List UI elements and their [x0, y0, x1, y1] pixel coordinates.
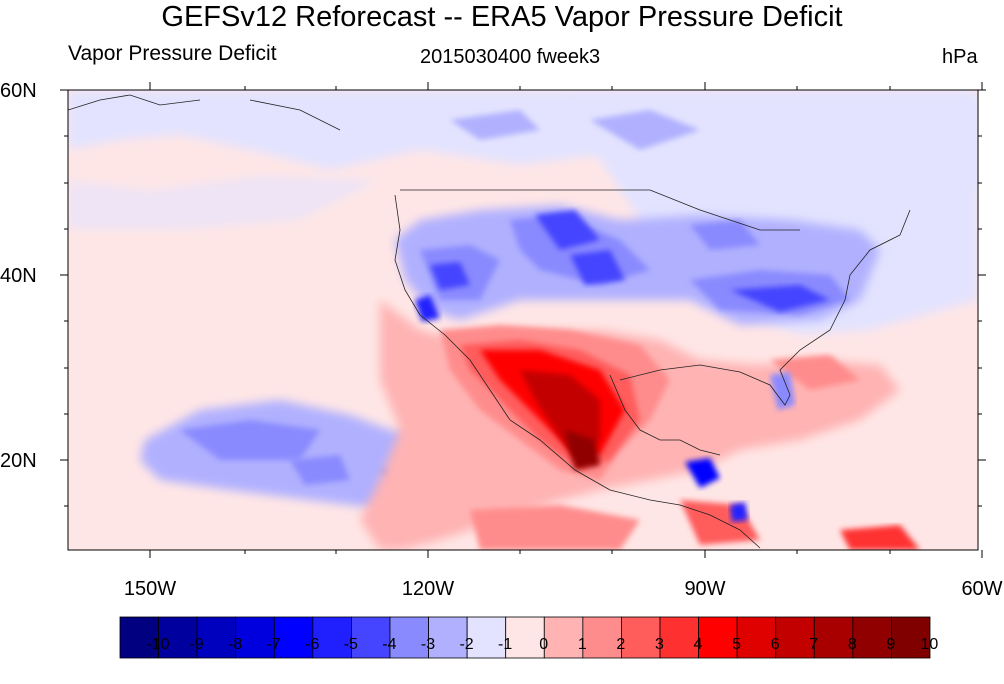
coastlines: [68, 94, 911, 549]
page-title: GEFSv12 Reforecast -- ERA5 Vapor Pressur…: [161, 1, 843, 33]
colorbar-swatch: [813, 616, 854, 659]
colorbar-labels: -10 -9 -8 -7 -6 -5 -4 -3 -2 -1 0 1 2 3 4 5 6 7 8 9 10: [0, 636, 1004, 664]
colorbar-label: -10: [146, 636, 170, 653]
colorbar-label: 9: [886, 636, 896, 653]
colorbar-label: 7: [809, 636, 819, 653]
colorbar-swatch: [351, 616, 391, 659]
colorbar-label: -4: [382, 636, 397, 653]
colorbar-label: 2: [616, 636, 626, 653]
colorbar-swatch: [273, 616, 314, 659]
colorbar-label: -5: [343, 636, 358, 653]
colorbar-label: -3: [420, 636, 436, 653]
colorbar-swatch: [621, 616, 661, 659]
colorbar-label: -2: [459, 636, 474, 653]
lat-label-40n: 40N: [0, 265, 37, 287]
colorbar-swatch: [505, 616, 545, 659]
colorbar-swatch: [312, 616, 352, 659]
lon-label-120w: 120W: [401, 578, 455, 600]
lat-label-20n: 20N: [0, 450, 37, 472]
axis-ticks: [60, 82, 986, 558]
units-label: hPa: [942, 46, 978, 68]
colorbar-swatch: [659, 616, 699, 659]
lon-label-60w: 60W: [961, 578, 1003, 600]
colorbar-swatch: [736, 616, 777, 659]
colorbar-label: -6: [305, 636, 320, 653]
map-frame: [67, 89, 979, 551]
colorbar-label: 0: [539, 636, 549, 653]
colorbar-label: 3: [654, 636, 664, 653]
colorbar-label: -8: [228, 636, 243, 653]
colorbar-swatch: [235, 616, 275, 659]
colorbar-swatch: [891, 616, 931, 659]
colorbar-swatch: [852, 616, 892, 659]
colorbar-label: -9: [189, 636, 204, 653]
lat-label-60n: 60N: [0, 80, 37, 102]
colorbar-label: -1: [498, 636, 513, 653]
colorbar-swatch: [466, 616, 507, 659]
colorbar-swatch: [158, 616, 198, 659]
colorbar: [119, 616, 931, 659]
colorbar-label: 1: [577, 636, 587, 653]
lon-label-150w: 150W: [123, 578, 177, 600]
lon-label-90w: 90W: [684, 578, 726, 600]
variable-label: Vapor Pressure Deficit: [68, 42, 277, 65]
colorbar-swatch: [119, 616, 159, 659]
colorbar-swatch: [428, 616, 468, 659]
colorbar-label: 8: [847, 636, 857, 653]
colorbar-swatch: [389, 616, 429, 659]
colorbar-swatch: [196, 616, 237, 659]
vpd-field: [68, 90, 978, 550]
colorbar-label: 5: [732, 636, 742, 653]
colorbar-label: 10: [920, 636, 939, 653]
colorbar-swatch: [543, 616, 584, 659]
colorbar-label: 6: [770, 636, 780, 653]
colorbar-label: 4: [693, 636, 703, 653]
colorbar-swatch: [582, 616, 622, 659]
date-label: 2015030400 fweek3: [420, 46, 601, 68]
colorbar-label: -7: [266, 636, 281, 653]
